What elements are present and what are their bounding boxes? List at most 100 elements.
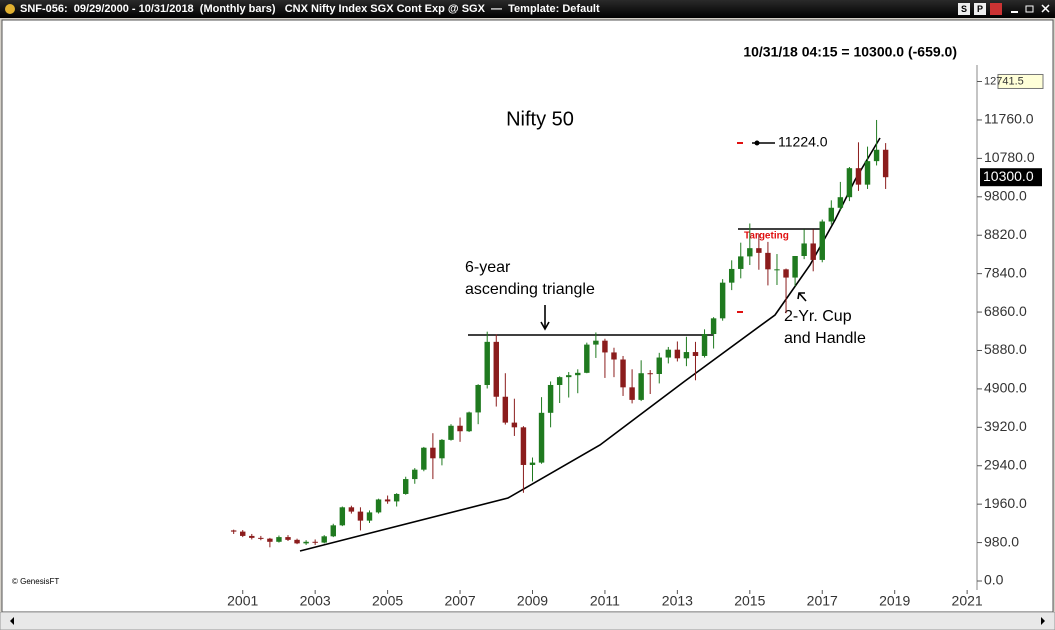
candle-body xyxy=(584,344,590,373)
x-tick-label: 2001 xyxy=(227,593,258,609)
candle-body xyxy=(520,427,527,465)
candle-body xyxy=(665,349,672,358)
link-button[interactable] xyxy=(990,3,1002,15)
candle-body xyxy=(538,412,545,463)
chart-header: 10/31/18 04:15 = 10300.0 (-659.0) xyxy=(743,44,957,60)
candle-body xyxy=(403,479,409,494)
candle-body xyxy=(647,373,653,375)
copyright: © GenesisFT xyxy=(12,577,59,586)
candle-body xyxy=(792,256,798,278)
candle-body xyxy=(475,384,481,413)
candle-body xyxy=(556,377,563,385)
candle-body xyxy=(312,541,318,543)
candle-body xyxy=(511,422,518,428)
candle-body xyxy=(330,525,336,537)
y-tick-label: 6860.0 xyxy=(984,303,1027,319)
x-tick-label: 2003 xyxy=(300,593,331,609)
x-tick-label: 2009 xyxy=(517,593,548,609)
scrollbar[interactable] xyxy=(0,612,1055,630)
candle-body xyxy=(240,531,246,536)
candle-body xyxy=(738,256,744,269)
candle-body xyxy=(547,384,554,413)
candle-body xyxy=(321,536,327,543)
candle-body xyxy=(421,447,427,470)
candle-body xyxy=(529,462,536,465)
y-tick-label: 10780.0 xyxy=(984,149,1035,165)
candle-body xyxy=(303,541,309,544)
y-tick-label: 2940.0 xyxy=(984,456,1027,472)
x-tick-label: 2017 xyxy=(807,593,838,609)
y-tick-label: 3920.0 xyxy=(984,418,1027,434)
candle-body xyxy=(339,507,346,526)
candle-body xyxy=(412,469,418,480)
candle-body xyxy=(593,340,599,345)
candle-body xyxy=(837,197,844,208)
candle-body xyxy=(683,352,690,359)
chart-title: Nifty 50 xyxy=(506,108,574,130)
tick-box xyxy=(997,73,1044,89)
y-tick-label: 12741.5 xyxy=(984,75,1024,87)
chart: 10/31/18 04:15 = 10300.0 (-659.0) Nifty … xyxy=(1,19,1054,613)
x-tick-label: 2007 xyxy=(444,593,475,609)
candle-body xyxy=(466,412,472,432)
annotation: Targeting xyxy=(744,231,789,242)
candle-body xyxy=(701,334,708,356)
y-tick-label: 8820.0 xyxy=(984,226,1027,242)
y-tick-label: 1960.0 xyxy=(984,495,1027,511)
candle-body xyxy=(267,538,273,542)
candle-body xyxy=(801,243,807,257)
candle-body xyxy=(285,537,291,540)
candle-body xyxy=(864,161,871,185)
candle-body xyxy=(819,221,825,260)
window-controls[interactable] xyxy=(1005,0,1055,18)
candle-body xyxy=(846,168,853,198)
candle-body xyxy=(249,535,255,538)
candle-body xyxy=(393,493,400,502)
candle-body xyxy=(828,207,835,222)
candle-body xyxy=(276,537,282,542)
candle-body xyxy=(348,507,355,512)
y-tick-label: 9800.0 xyxy=(984,188,1027,204)
x-tick-label: 2013 xyxy=(662,593,693,609)
candle-body xyxy=(774,269,780,271)
candle-body xyxy=(493,341,499,397)
y-tick-label: 980.0 xyxy=(984,533,1019,549)
title-bar: SNF-056: 09/29/2000 - 10/31/2018 (Monthl… xyxy=(0,0,1055,18)
candle-body xyxy=(855,168,862,185)
window-title: SNF-056: 09/29/2000 - 10/31/2018 (Monthl… xyxy=(20,3,600,15)
y-tick-label: 7840.0 xyxy=(984,264,1027,280)
candle-body xyxy=(294,539,300,544)
candle-body xyxy=(575,372,581,376)
p-button[interactable]: P xyxy=(974,3,986,15)
last-price-box xyxy=(980,168,1042,187)
x-tick-label: 2019 xyxy=(879,593,910,609)
candle-body xyxy=(882,149,889,178)
candle-body xyxy=(783,269,789,278)
y-tick-label: 5880.0 xyxy=(984,341,1027,357)
y-tick-label: 0.0 xyxy=(984,572,1004,588)
s-button[interactable]: S xyxy=(958,3,970,15)
candle-body xyxy=(747,248,753,257)
candle-body xyxy=(873,149,880,162)
candle-body xyxy=(728,268,735,283)
annotation: 11224.0 xyxy=(778,134,828,150)
y-tick-label: 11760.0 xyxy=(984,111,1034,127)
x-tick-label: 2011 xyxy=(590,593,620,609)
annotation: and Handle xyxy=(784,330,866,347)
x-tick-label: 2015 xyxy=(734,593,765,609)
x-tick-label: 2005 xyxy=(372,593,403,609)
candle-body xyxy=(502,396,509,423)
candle-body xyxy=(565,375,572,378)
candle-body xyxy=(258,537,264,539)
x-tick-label: 2021 xyxy=(952,593,983,609)
candle-body xyxy=(756,248,762,253)
candle-body xyxy=(674,349,681,359)
candle-body xyxy=(638,373,644,400)
candle-body xyxy=(719,282,726,319)
candle-body xyxy=(765,252,771,270)
candle-body xyxy=(384,499,391,502)
marker xyxy=(754,140,760,146)
candle-body xyxy=(230,530,237,532)
candle-body xyxy=(439,439,445,459)
